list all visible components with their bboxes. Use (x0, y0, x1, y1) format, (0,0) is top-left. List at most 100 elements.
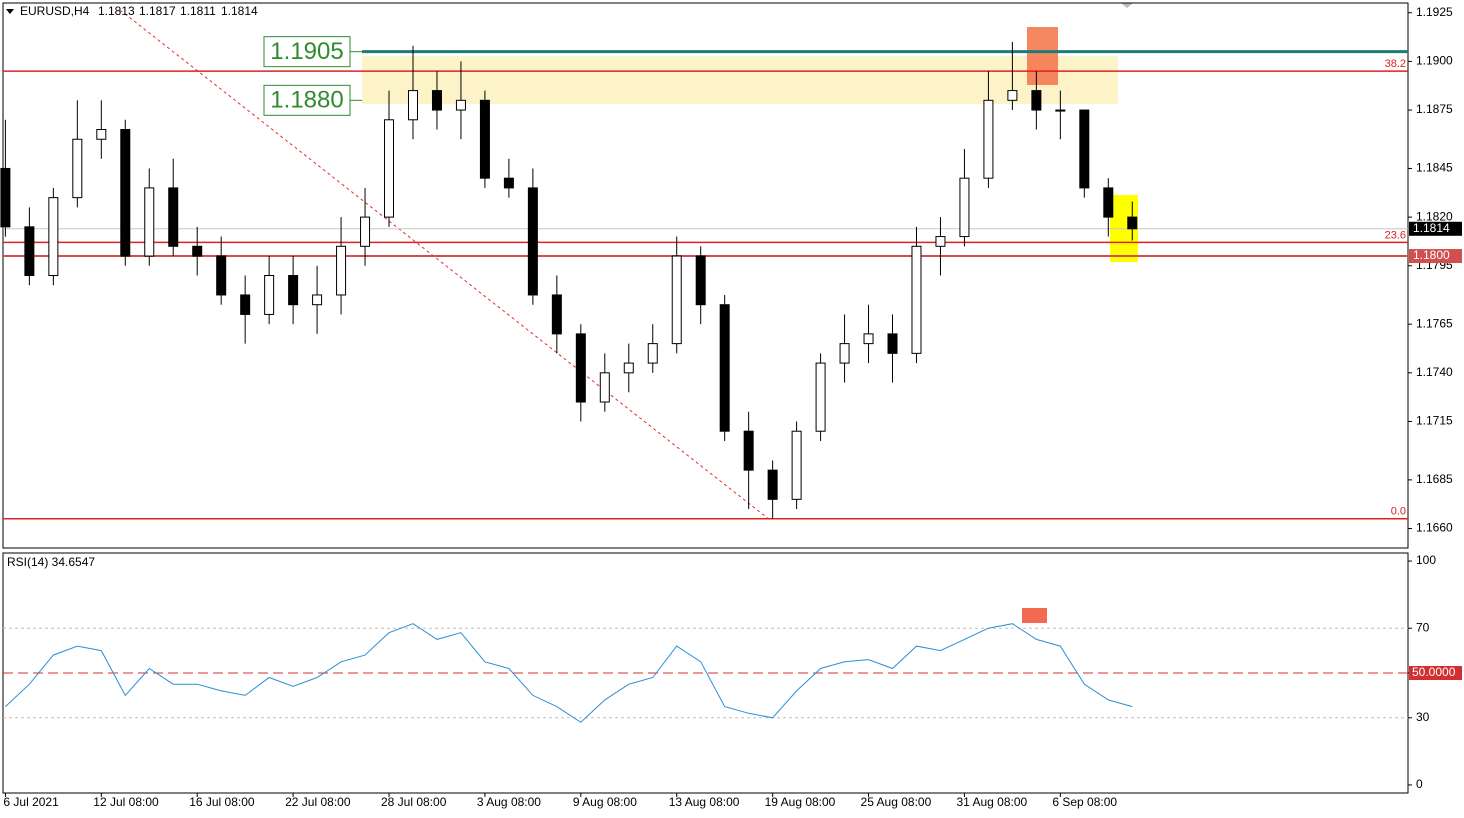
rsi-title: RSI(14) 34.6547 (7, 555, 95, 569)
candle-body (647, 343, 658, 364)
rsi-tick-label: 70 (1416, 620, 1430, 634)
candle-body (407, 90, 418, 121)
candle-body (384, 119, 395, 218)
candle-body (24, 226, 35, 276)
candle-body (360, 216, 371, 247)
candle-body (264, 275, 275, 315)
candle-body (48, 197, 59, 276)
candle-body (599, 372, 610, 403)
candle-body (887, 333, 898, 354)
header-open: 1.1813 (98, 4, 135, 18)
rsi-tick-label: 0 (1416, 777, 1423, 791)
candle-body (72, 138, 83, 199)
candle-body (240, 294, 251, 315)
y-tick-label: 1.1900 (1416, 54, 1453, 68)
symbol-title: EURUSD,H4 (20, 4, 90, 18)
y-tick-label: 1.1660 (1416, 521, 1453, 535)
candle-body (120, 129, 131, 257)
x-tick-label: 13 Aug 08:00 (669, 795, 740, 809)
candle-body (1055, 109, 1066, 112)
candle-body (1127, 216, 1138, 230)
candle-body (192, 245, 203, 257)
rsi-tick-label: 100 (1416, 553, 1436, 567)
candle-body (0, 167, 11, 228)
price-axis-box (1409, 221, 1462, 236)
price-panel (2, 2, 1409, 549)
candle-body (1007, 90, 1018, 101)
y-tick-label: 1.1685 (1416, 472, 1453, 486)
y-tick-label: 1.1845 (1416, 161, 1453, 175)
highlight-top (1027, 27, 1058, 85)
candle-body (1031, 90, 1042, 111)
header-low: 1.1811 (180, 4, 216, 18)
candle-body (767, 469, 778, 500)
rsi-line (5, 623, 1133, 723)
candle-body (983, 99, 994, 179)
candle-body (168, 187, 179, 247)
x-tick-label: 12 Jul 08:00 (93, 795, 159, 809)
level-box (263, 84, 351, 116)
candle-body (575, 333, 586, 403)
candle-body (671, 255, 682, 345)
candle-body (431, 90, 442, 111)
candle-body (455, 99, 466, 111)
x-tick-label: 3 Aug 08:00 (477, 795, 541, 809)
candle-body (527, 187, 538, 296)
level-label: 1.1905 (270, 38, 343, 65)
resistance-zone (362, 56, 1118, 104)
rsi-mid-box (1409, 666, 1462, 680)
candle-body (1079, 109, 1090, 189)
x-tick-label: 19 Aug 08:00 (765, 795, 836, 809)
candle-body (288, 275, 299, 306)
candle-body (144, 187, 155, 257)
fib-label: 0.0 (1391, 506, 1406, 518)
x-tick-label: 22 Jul 08:00 (285, 795, 351, 809)
candle-body (1103, 187, 1114, 218)
header-high: 1.1817 (139, 4, 176, 18)
rsi-tick-label: 50.0000 (1412, 665, 1456, 679)
x-tick-label: 16 Jul 08:00 (189, 795, 255, 809)
x-tick-label: 25 Aug 08:00 (861, 795, 932, 809)
candle-body (551, 294, 562, 335)
rsi-tick-label: 30 (1416, 710, 1430, 724)
x-tick-label: 9 Aug 08:00 (573, 795, 637, 809)
candle-body (863, 333, 874, 345)
fib-label: 38.2 (1385, 58, 1406, 70)
candle-body (312, 294, 323, 306)
x-tick-label: 6 Sep 08:00 (1052, 795, 1117, 809)
candle-body (695, 255, 706, 306)
level-box (263, 36, 351, 68)
x-tick-label: 6 Jul 2021 (3, 795, 59, 809)
candle-body (839, 343, 850, 364)
x-tick-label: 31 Aug 08:00 (956, 795, 1027, 809)
x-tick-label: 28 Jul 08:00 (381, 795, 447, 809)
candle-body (623, 362, 634, 374)
y-tick-label: 1.1875 (1416, 102, 1453, 116)
y-tick-label: 1.1740 (1416, 365, 1453, 379)
candle-body (743, 430, 754, 471)
menu-arrow (6, 9, 14, 14)
candle-body (911, 245, 922, 354)
candle-body (336, 245, 347, 296)
candle-body (479, 99, 490, 179)
level-label: 1.1880 (270, 87, 343, 114)
candle-body (959, 177, 970, 238)
candle-body (935, 236, 946, 247)
y-tick-label: 1.1765 (1416, 316, 1453, 330)
candle-body (503, 177, 514, 189)
y-tick-label: 1.1820 (1416, 209, 1453, 223)
candle-body (216, 255, 227, 296)
candle-body (719, 304, 730, 432)
y-tick-label: 1.1925 (1416, 5, 1453, 19)
candle-body (791, 430, 802, 500)
price-axis-label: 1.1814 (1413, 221, 1450, 235)
fib-label: 23.6 (1385, 229, 1406, 241)
support-axis-label: 1.1800 (1413, 248, 1450, 262)
candle-body (96, 129, 107, 140)
candle-body (815, 362, 826, 432)
y-tick-label: 1.1715 (1416, 414, 1453, 428)
header-close: 1.1814 (221, 4, 258, 18)
rsi-highlight (1022, 608, 1047, 623)
